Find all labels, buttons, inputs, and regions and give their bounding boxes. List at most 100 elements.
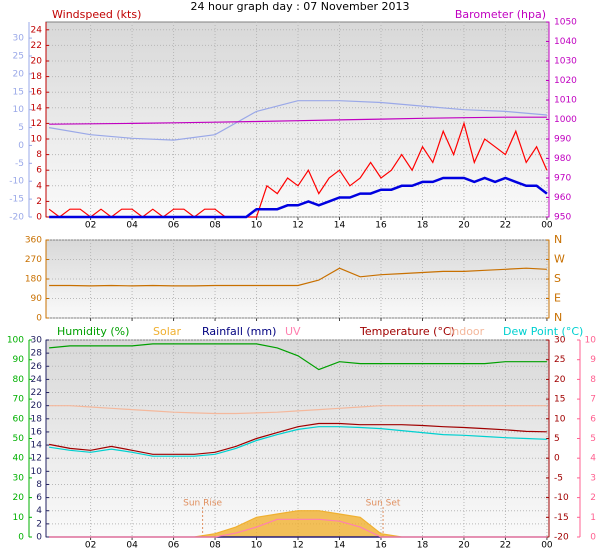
chart-title: 24 hour graph day : 07 November 2013 [190, 0, 409, 13]
y3-tick-label: 90 [13, 355, 25, 365]
y-tick-label: 28 [31, 349, 43, 359]
y2-tick-label: 1050 [554, 18, 577, 28]
x-tick-label: 04 [126, 221, 138, 231]
y2-tick-label: 970 [554, 174, 571, 184]
y-tick-label: 8 [36, 480, 42, 490]
y-tick-label: 14 [31, 103, 43, 113]
legend-entry: Rainfall (mm) [202, 325, 276, 338]
y-tick-label: 22 [31, 41, 42, 51]
y2-tick-label: 980 [554, 154, 571, 164]
y4-tick-label: 10 [585, 336, 597, 346]
y2-tick-label: 10 [554, 414, 566, 424]
x-tick-label: 08 [209, 541, 221, 551]
x-tick-label: 12 [292, 541, 303, 551]
x-tick-label: 00 [541, 541, 553, 551]
y-tick-label: 4 [36, 506, 42, 516]
series-line [48, 100, 547, 141]
y2-tick-label: -15 [554, 513, 569, 523]
y4-tick-label: 6 [590, 414, 596, 424]
y-tick-label: 16 [31, 88, 43, 98]
y-tick-label: 20 [31, 57, 43, 67]
y-axis-label: Windspeed (kts) [52, 8, 141, 21]
y-tick-label: 0 [36, 533, 42, 543]
y3-tick-label: 20 [13, 493, 25, 503]
y2-axis-label: Barometer (hpa) [455, 8, 546, 21]
y4-tick-label: 3 [590, 473, 596, 483]
y3-tick-label: -10 [9, 177, 24, 187]
y-tick-label: 12 [31, 454, 42, 464]
y3-tick-label: 10 [13, 513, 25, 523]
y-tick-label: 6 [36, 166, 42, 176]
y2-tick-label: 1000 [554, 115, 577, 125]
y2-tick-label: N [554, 311, 562, 324]
y3-tick-label: 20 [13, 69, 25, 79]
y3-tick-label: 50 [13, 434, 25, 444]
x-tick-label: 14 [334, 541, 346, 551]
y2-tick-label: -20 [554, 533, 569, 543]
x-tick-label: 22 [500, 221, 511, 231]
y3-tick-label: 40 [13, 454, 25, 464]
y3-tick-label: 0 [18, 533, 24, 543]
y-tick-label: 24 [31, 375, 43, 385]
series-line [49, 176, 548, 219]
x-tick-label: 18 [417, 541, 429, 551]
y2-tick-label: 20 [554, 375, 566, 385]
series-line [49, 426, 547, 457]
y3-tick-label: 0 [18, 141, 24, 151]
y-tick-label: 180 [25, 275, 42, 285]
x-tick-label: 06 [168, 541, 180, 551]
y3-tick-label: 70 [13, 395, 25, 405]
legend-entry: Solar [153, 325, 182, 338]
x-tick-label: 20 [458, 541, 470, 551]
y2-tick-label: N [554, 233, 562, 246]
y4-tick-label: 9 [590, 355, 596, 365]
y4-tick-label: 8 [590, 375, 596, 385]
y3-tick-label: 30 [13, 473, 25, 483]
series-line [49, 267, 547, 287]
y-tick-label: 18 [31, 72, 43, 82]
x-tick-label: 02 [85, 221, 96, 231]
y4-tick-label: 0 [590, 533, 596, 543]
y3-tick-label: 60 [13, 414, 25, 424]
y3-tick-label: 100 [7, 336, 24, 346]
y3-tick-label: 5 [18, 123, 24, 133]
x-tick-label: 10 [251, 541, 263, 551]
y4-tick-label: 7 [590, 395, 596, 405]
y-tick-label: 10 [31, 135, 43, 145]
y-tick-label: 0 [36, 314, 42, 324]
y3-tick-label: 30 [13, 34, 25, 44]
y4-tick-label: 4 [590, 454, 596, 464]
y-tick-label: 6 [36, 493, 42, 503]
series-line [48, 422, 547, 455]
x-tick-label: 12 [292, 221, 303, 231]
y3-tick-label: -15 [9, 195, 24, 205]
y3-tick-label: 25 [13, 51, 24, 61]
y-tick-label: 24 [31, 25, 43, 35]
y2-tick-label: E [554, 292, 561, 305]
y3-tick-label: 15 [13, 87, 24, 97]
y-tick-label: 22 [31, 388, 42, 398]
y-tick-label: 18 [31, 414, 43, 424]
series-line [48, 121, 548, 218]
y2-tick-label: 5 [554, 434, 560, 444]
y3-tick-label: 80 [13, 375, 25, 385]
x-tick-label: 10 [251, 221, 263, 231]
legend-entry: Dew Point (°C) [503, 325, 583, 338]
y-tick-label: 20 [31, 401, 43, 411]
y4-tick-label: 5 [590, 434, 596, 444]
x-tick-label: 20 [458, 221, 470, 231]
x-tick-label: 22 [500, 541, 511, 551]
y3-tick-label: 10 [13, 105, 25, 115]
y-tick-label: 14 [31, 441, 43, 451]
x-tick-label: 06 [168, 221, 180, 231]
y-tick-label: 8 [36, 150, 42, 160]
y2-tick-label: 950 [554, 213, 571, 223]
plot-area [45, 21, 550, 218]
y3-tick-label: -20 [9, 213, 24, 223]
y4-tick-label: 1 [590, 513, 596, 523]
y2-tick-label: 960 [554, 193, 571, 203]
y2-tick-label: 1030 [554, 57, 577, 67]
legend-entry: Humidity (%) [57, 325, 129, 338]
y2-tick-label: -10 [554, 493, 569, 503]
